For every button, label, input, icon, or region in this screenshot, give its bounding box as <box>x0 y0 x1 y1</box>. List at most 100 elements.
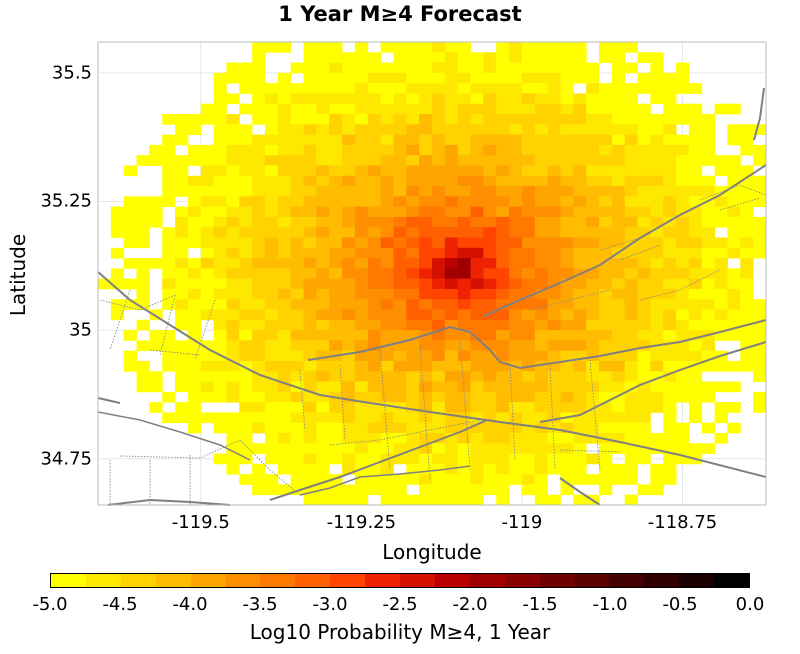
probability-cell <box>470 72 484 84</box>
probability-cell <box>637 258 651 269</box>
probability-cell <box>534 196 549 208</box>
probability-cell <box>727 155 741 166</box>
probability-cell <box>393 186 407 197</box>
probability-cell <box>534 103 549 115</box>
probability-cell <box>342 134 356 146</box>
probability-cell <box>457 42 471 53</box>
probability-cell <box>676 227 690 238</box>
probability-cell <box>252 216 266 228</box>
probability-cell <box>521 350 536 362</box>
probability-cell <box>342 206 356 218</box>
probability-cell <box>175 350 189 362</box>
y-tick-label: 35 <box>69 319 92 341</box>
probability-cell <box>226 247 240 259</box>
probability-cell <box>380 175 394 187</box>
probability-cell <box>650 216 664 228</box>
map-title: 1 Year M≥4 Forecast <box>278 2 522 26</box>
probability-cell <box>624 494 638 506</box>
probability-cell <box>586 340 600 352</box>
probability-cell <box>650 93 664 105</box>
probability-cell <box>688 443 703 454</box>
probability-cell <box>624 288 638 300</box>
probability-cell <box>688 381 703 393</box>
probability-cell <box>252 474 266 485</box>
probability-cell <box>277 186 292 197</box>
probability-cell <box>277 360 292 372</box>
probability-cell <box>509 371 523 382</box>
probability-cell <box>252 288 266 300</box>
probability-cell <box>624 93 638 105</box>
probability-cell <box>252 381 266 393</box>
probability-cell <box>187 206 202 218</box>
probability-cell <box>187 227 202 238</box>
probability-cell <box>136 299 150 310</box>
probability-cell <box>663 432 677 444</box>
y-tick-label: 34.75 <box>40 448 92 470</box>
probability-cell <box>727 422 741 434</box>
probability-cell <box>367 206 382 218</box>
probability-cell <box>573 103 587 115</box>
probability-cell <box>200 258 215 269</box>
probability-cell <box>213 196 227 208</box>
probability-cell <box>277 432 292 444</box>
probability-cell <box>303 309 317 321</box>
probability-cell <box>354 247 369 259</box>
probability-cell <box>252 299 266 310</box>
probability-cell <box>714 155 728 166</box>
probability-cell <box>303 412 317 424</box>
probability-cell <box>213 319 227 331</box>
probability-cell <box>586 268 600 280</box>
probability-cell <box>637 484 651 496</box>
probability-cell <box>586 288 600 300</box>
probability-cell <box>509 186 523 197</box>
probability-cell <box>740 237 754 249</box>
probability-cell <box>637 319 651 331</box>
probability-cell <box>200 268 215 280</box>
probability-cell <box>265 206 279 218</box>
probability-cell <box>200 196 215 208</box>
probability-cell <box>663 247 677 259</box>
probability-cell <box>200 144 215 156</box>
probability-cell <box>406 288 420 300</box>
probability-cell <box>534 42 549 53</box>
colorbar-tick-label: -5.0 <box>32 594 68 615</box>
probability-cell <box>200 391 215 403</box>
probability-cell <box>277 103 292 115</box>
probability-cell <box>329 237 343 249</box>
probability-cell <box>521 453 536 465</box>
probability-cell <box>329 484 343 496</box>
probability-cell <box>200 247 215 259</box>
probability-cell <box>303 494 317 506</box>
probability-cell <box>573 237 587 249</box>
probability-cell <box>175 216 189 228</box>
probability-cell <box>393 93 407 105</box>
probability-cell <box>444 402 459 413</box>
probability-cell <box>380 463 394 475</box>
probability-cell <box>380 381 394 393</box>
probability-cell <box>676 381 690 393</box>
probability-cell <box>573 227 587 238</box>
probability-cell <box>534 309 549 321</box>
colorbar-swatch <box>574 574 610 587</box>
probability-cell <box>637 391 651 403</box>
probability-cell <box>432 340 446 352</box>
minor-fault-line <box>549 364 556 471</box>
probability-cell <box>149 144 163 156</box>
probability-cell <box>226 227 240 238</box>
probability-cell <box>444 474 459 485</box>
probability-cell <box>444 114 459 125</box>
probability-cell <box>534 432 549 444</box>
probability-cell <box>663 288 677 300</box>
probability-cell <box>611 268 626 280</box>
probability-cell <box>252 268 266 280</box>
probability-cell <box>432 258 446 269</box>
probability-cell <box>560 309 574 321</box>
probability-cell <box>560 93 574 105</box>
probability-cell <box>110 227 125 238</box>
probability-cell <box>265 237 279 249</box>
probability-cell <box>380 134 394 146</box>
probability-cell <box>419 103 433 115</box>
colorbar-swatch <box>609 574 645 587</box>
probability-cell <box>688 103 703 115</box>
probability-cell <box>303 340 317 352</box>
